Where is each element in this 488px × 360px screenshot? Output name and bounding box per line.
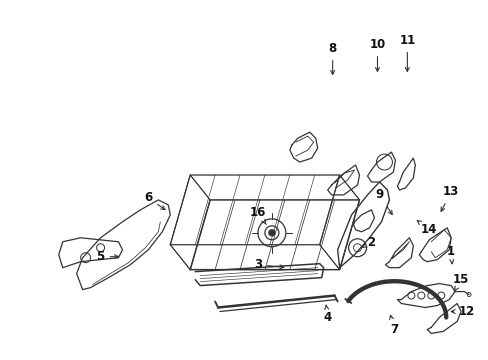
Text: 12: 12 bbox=[450, 305, 474, 318]
Text: 13: 13 bbox=[440, 185, 458, 211]
Text: 7: 7 bbox=[389, 315, 398, 336]
Text: 15: 15 bbox=[452, 273, 468, 291]
Text: 8: 8 bbox=[328, 42, 336, 75]
Text: 10: 10 bbox=[368, 38, 385, 71]
Text: 4: 4 bbox=[323, 305, 331, 324]
Text: 16: 16 bbox=[249, 206, 265, 224]
Text: 6: 6 bbox=[144, 192, 164, 210]
Text: 9: 9 bbox=[375, 188, 391, 215]
Text: 1: 1 bbox=[446, 245, 454, 264]
Text: 2: 2 bbox=[361, 236, 375, 249]
Text: 3: 3 bbox=[253, 258, 283, 271]
Text: 14: 14 bbox=[416, 221, 437, 236]
Text: 5: 5 bbox=[96, 250, 118, 263]
Text: 11: 11 bbox=[398, 34, 415, 71]
Circle shape bbox=[268, 230, 274, 236]
